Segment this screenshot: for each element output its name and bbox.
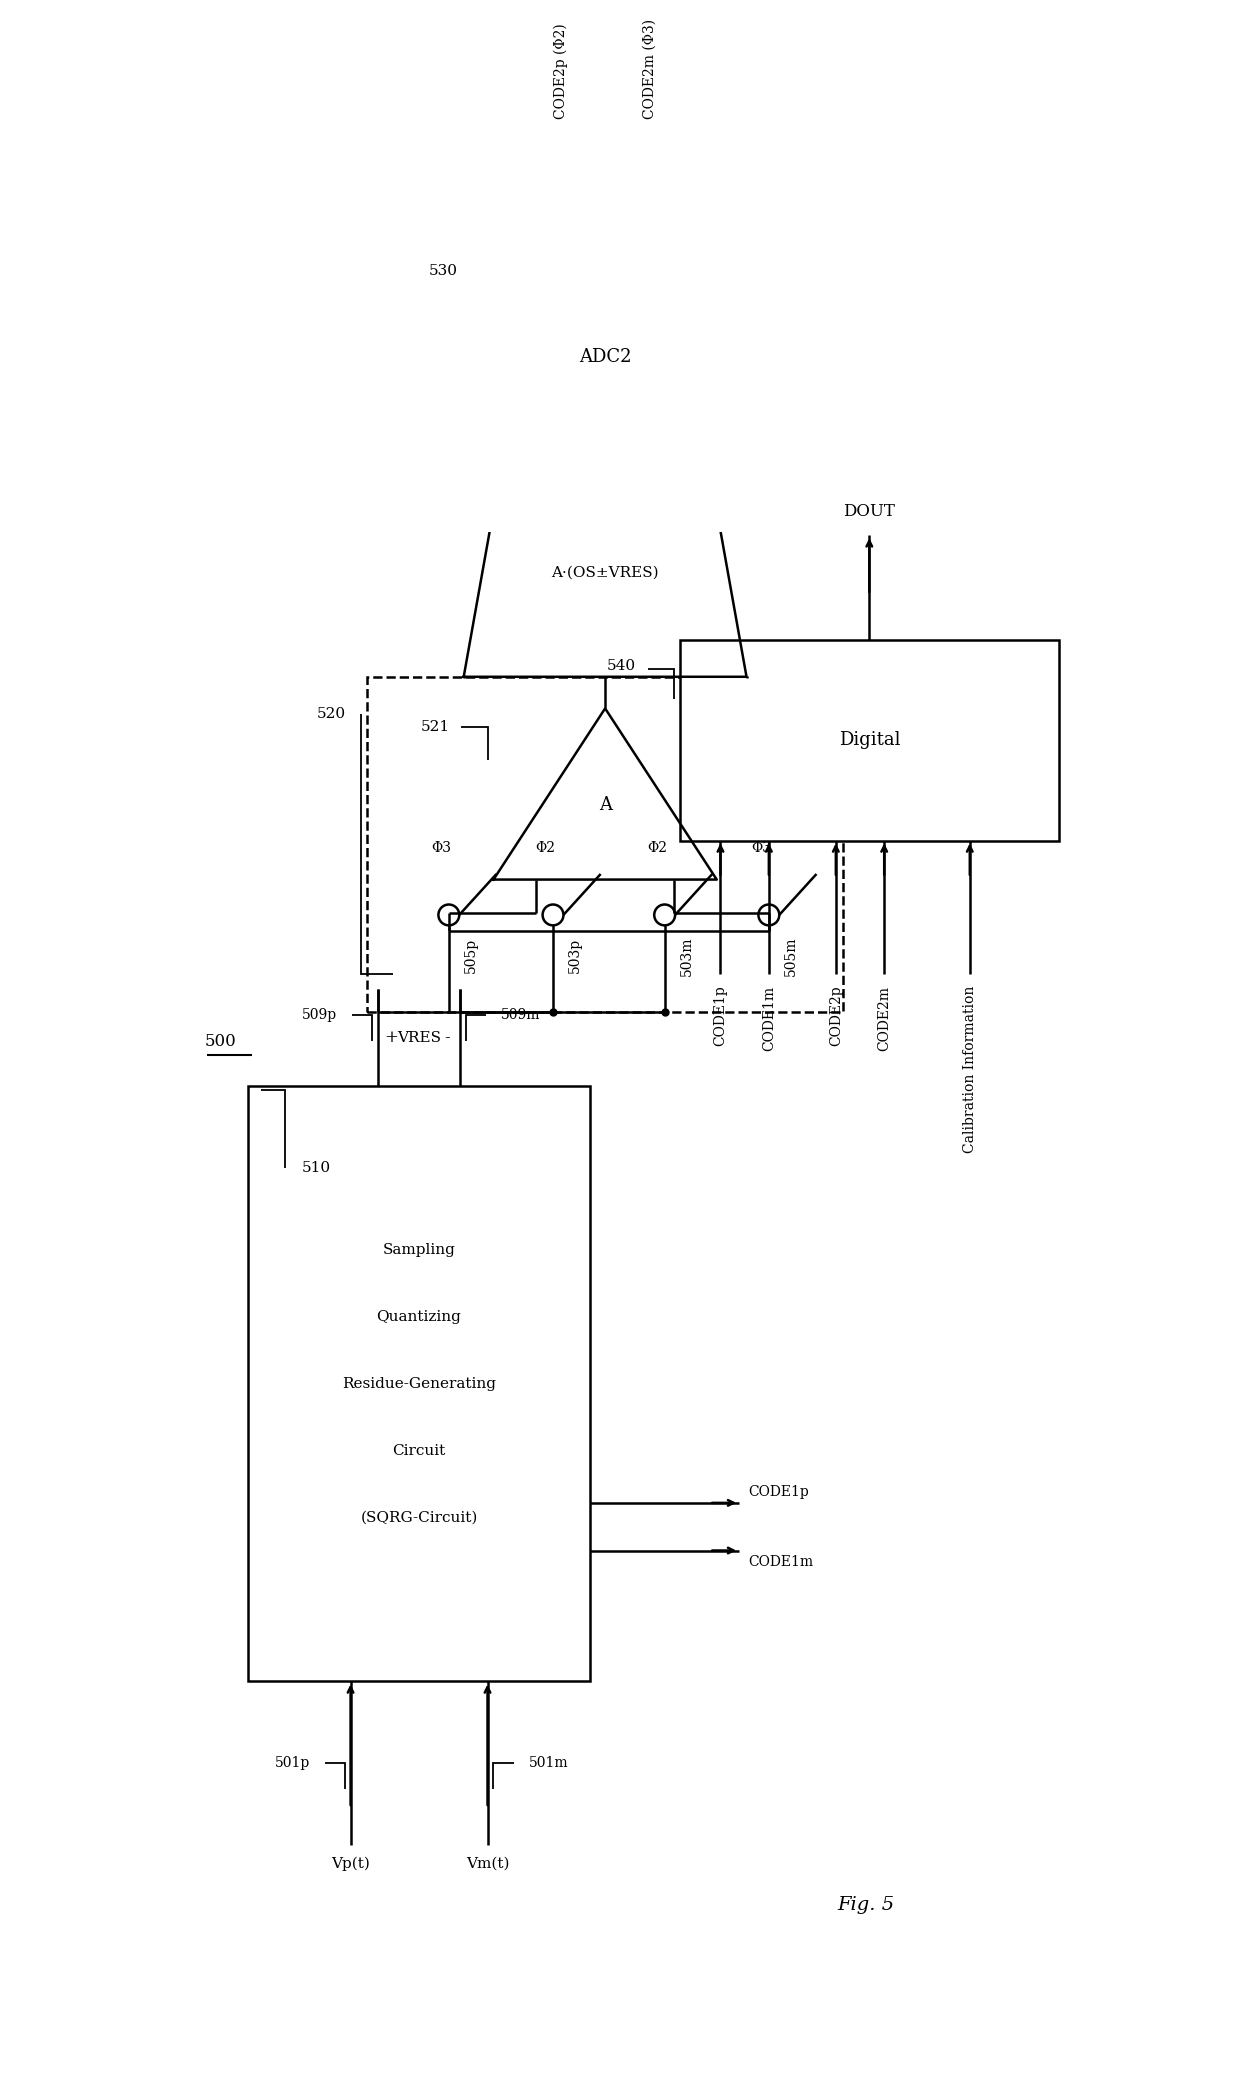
Text: -: - [444, 1029, 450, 1045]
Text: ADC2: ADC2 [579, 348, 631, 367]
Text: 540: 540 [608, 658, 636, 672]
Text: 501m: 501m [528, 1756, 568, 1770]
Text: Φ2: Φ2 [647, 840, 667, 855]
Text: 505p: 505p [464, 939, 479, 974]
Text: CODE1m: CODE1m [761, 985, 776, 1052]
Text: Residue-Generating: Residue-Generating [342, 1376, 496, 1391]
Text: Calibration Information: Calibration Information [962, 985, 977, 1152]
Text: CODE2p (Φ2): CODE2p (Φ2) [553, 23, 568, 119]
Text: CODE2m: CODE2m [877, 985, 892, 1050]
Text: CODE1p: CODE1p [748, 1485, 808, 1498]
Bar [367, 677, 843, 1012]
Text: 530: 530 [429, 264, 458, 279]
Text: VRES: VRES [397, 1031, 441, 1045]
Text: Sampling: Sampling [383, 1242, 455, 1257]
Text: 503m: 503m [680, 936, 694, 976]
Text: Φ3: Φ3 [432, 840, 451, 855]
Text: 500: 500 [205, 1033, 237, 1050]
Text: CODE1p: CODE1p [713, 985, 728, 1045]
Text: 520: 520 [317, 706, 346, 721]
Text: 503p: 503p [568, 939, 583, 974]
Text: Digital: Digital [838, 731, 900, 750]
Text: Vp(t): Vp(t) [331, 1856, 370, 1871]
Text: CODE1m: CODE1m [748, 1554, 813, 1569]
Text: 521: 521 [422, 721, 450, 733]
Text: Φ3: Φ3 [751, 840, 771, 855]
Text: Fig. 5: Fig. 5 [837, 1896, 894, 1913]
Text: 509p: 509p [301, 1008, 337, 1022]
Text: A·(OS±VRES): A·(OS±VRES) [552, 566, 658, 580]
Bar [248, 1085, 590, 1682]
Text: 510: 510 [303, 1161, 331, 1175]
Text: Φ2: Φ2 [536, 840, 556, 855]
Text: CODE2m (Φ3): CODE2m (Φ3) [642, 19, 657, 119]
Text: DOUT: DOUT [843, 503, 895, 520]
Bar [680, 639, 1059, 840]
Text: Vm(t): Vm(t) [466, 1856, 510, 1871]
Text: A: A [599, 796, 611, 815]
Text: 501p: 501p [274, 1756, 310, 1770]
Text: Circuit: Circuit [392, 1443, 445, 1458]
Text: +: + [384, 1029, 398, 1045]
Text: 509m: 509m [501, 1008, 541, 1022]
Text: 505m: 505m [784, 936, 799, 976]
Text: Quantizing: Quantizing [377, 1309, 461, 1324]
Text: CODE2p: CODE2p [828, 985, 843, 1045]
Text: (SQRG-Circuit): (SQRG-Circuit) [361, 1510, 477, 1525]
